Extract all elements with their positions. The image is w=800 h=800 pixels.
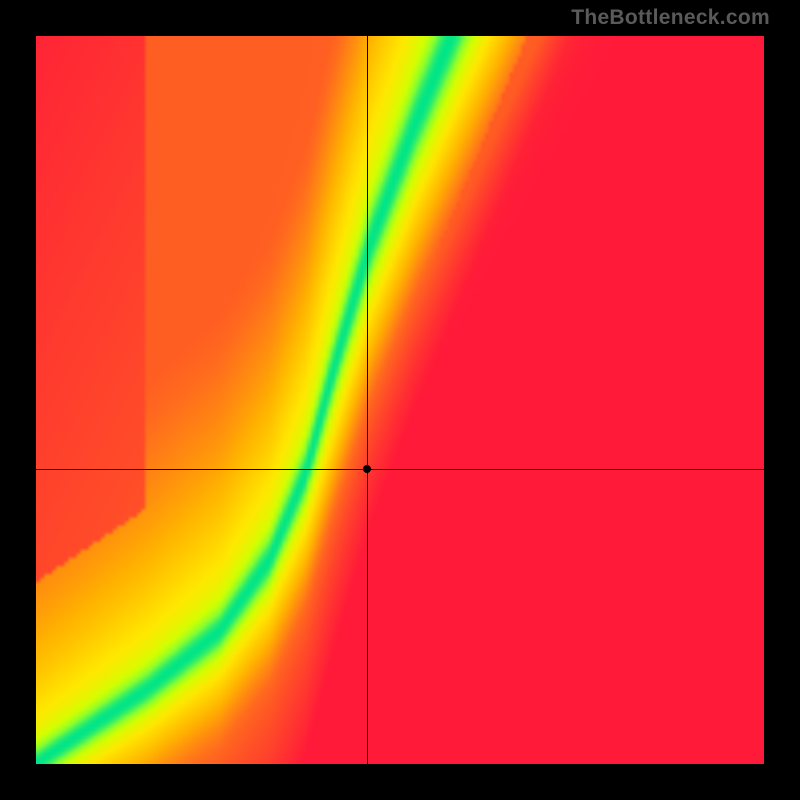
watermark-text: TheBottleneck.com (571, 6, 770, 30)
crosshair-vertical (367, 36, 368, 764)
heatmap-canvas (36, 36, 764, 764)
crosshair-horizontal (36, 469, 764, 470)
crosshair-point (363, 465, 371, 473)
heatmap-plot (36, 36, 764, 764)
